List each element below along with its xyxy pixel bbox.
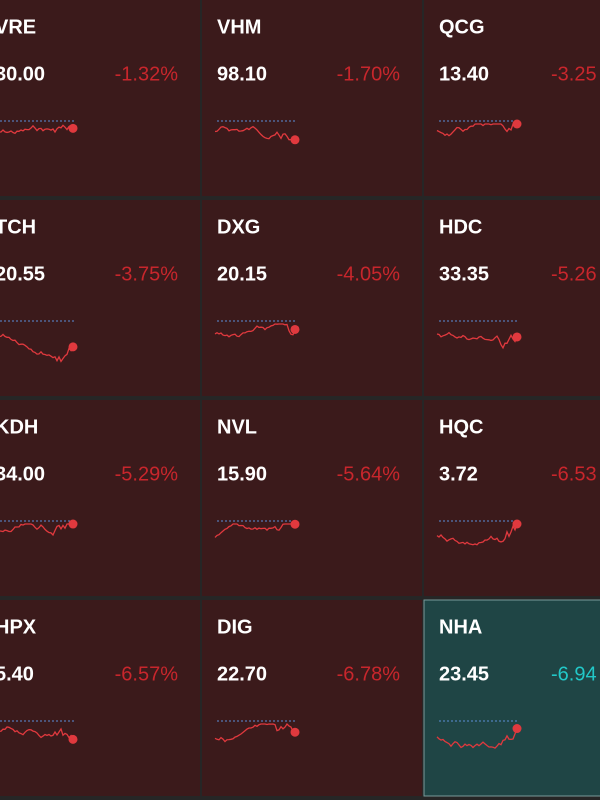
ticker: VHM [217, 16, 261, 38]
stock-tile[interactable]: NHA 23.45 -6.94 [423, 599, 600, 797]
stock-tile[interactable]: KDH 34.00 -5.29% [0, 400, 200, 596]
sparkline [214, 125, 296, 142]
price: 20.15 [217, 263, 267, 285]
stock-tile[interactable]: QCG 13.40 -3.25 [424, 0, 600, 196]
sparkline [214, 323, 296, 338]
ticker: KDH [0, 416, 38, 438]
tile-bg [0, 200, 200, 396]
sparkline [0, 124, 74, 135]
tile-bg [424, 0, 600, 196]
sparkline [0, 333, 74, 363]
stock-tile[interactable]: TCH 20.55 -3.75% [0, 200, 200, 396]
sparkline-end-dot [290, 135, 300, 145]
change: -4.05% [337, 263, 401, 285]
change: -1.70% [337, 63, 401, 85]
stock-tile[interactable]: HPX 5.40 -6.57% [0, 600, 200, 796]
sparkline [436, 728, 518, 749]
stock-tile[interactable]: VRE 30.00 -1.32% [0, 0, 200, 196]
price: 15.90 [217, 463, 267, 485]
ticker: NHA [439, 616, 482, 638]
sparkline [436, 331, 518, 350]
price: 13.40 [439, 63, 489, 85]
price: 22.70 [217, 663, 267, 685]
change: -1.32% [115, 63, 179, 85]
stock-tile[interactable]: DXG 20.15 -4.05% [202, 200, 422, 396]
tile-bg [202, 200, 422, 396]
ticker: HDC [439, 216, 482, 238]
change: -5.29% [115, 463, 179, 485]
sparkline-end-dot [68, 123, 78, 133]
price: 33.35 [439, 263, 489, 285]
tile-bg [424, 200, 600, 396]
ticker: HPX [0, 616, 37, 638]
tile-bg [0, 600, 200, 796]
tile-bg [423, 599, 600, 797]
sparkline-end-dot [512, 332, 522, 342]
price: 23.45 [439, 663, 489, 685]
sparkline-end-dot [512, 724, 522, 734]
sparkline [214, 722, 296, 743]
price: 34.00 [0, 463, 45, 485]
tile-bg [424, 400, 600, 596]
sparkline [0, 726, 74, 740]
sparkline-end-dot [68, 519, 78, 529]
sparkline-end-dot [290, 324, 300, 334]
change: -6.57% [115, 663, 179, 685]
sparkline-end-dot [68, 342, 78, 352]
sparkline-end-dot [290, 519, 300, 529]
price: 98.10 [217, 63, 267, 85]
sparkline [0, 523, 74, 537]
tile-bg [202, 0, 422, 196]
tile-bg [202, 600, 422, 796]
tile-bg [0, 400, 200, 596]
sparkline [436, 123, 517, 137]
price: 5.40 [0, 663, 34, 685]
sparkline-end-dot [290, 727, 300, 737]
change: -3.75% [115, 263, 179, 285]
change: -6.78% [337, 663, 401, 685]
sparkline-end-dot [68, 734, 78, 744]
ticker: DIG [217, 616, 253, 638]
sparkline [214, 523, 296, 538]
ticker: NVL [217, 416, 257, 438]
stock-tile[interactable]: VHM 98.10 -1.70% [202, 0, 422, 196]
sparkline-end-dot [512, 519, 522, 529]
ticker: TCH [0, 216, 36, 238]
sparkline-end-dot [512, 119, 522, 129]
price: 3.72 [439, 463, 478, 485]
stock-tile[interactable]: DIG 22.70 -6.78% [202, 600, 422, 796]
tile-bg [202, 400, 422, 596]
stock-tile[interactable]: HDC 33.35 -5.26 [424, 200, 600, 396]
tile-bg [0, 0, 200, 196]
change: -3.25 [551, 63, 597, 85]
change: -6.53 [551, 463, 597, 485]
sparkline [436, 523, 518, 546]
ticker: VRE [0, 16, 36, 38]
stock-tile[interactable]: HQC 3.72 -6.53 [424, 400, 600, 596]
ticker: HQC [439, 416, 483, 438]
change: -6.94 [551, 663, 597, 685]
stock-tile[interactable]: NVL 15.90 -5.64% [202, 400, 422, 596]
change: -5.64% [337, 463, 401, 485]
change: -5.26 [551, 263, 597, 285]
ticker: QCG [439, 16, 485, 38]
price: 20.55 [0, 263, 45, 285]
price: 30.00 [0, 63, 45, 85]
ticker: DXG [217, 216, 260, 238]
